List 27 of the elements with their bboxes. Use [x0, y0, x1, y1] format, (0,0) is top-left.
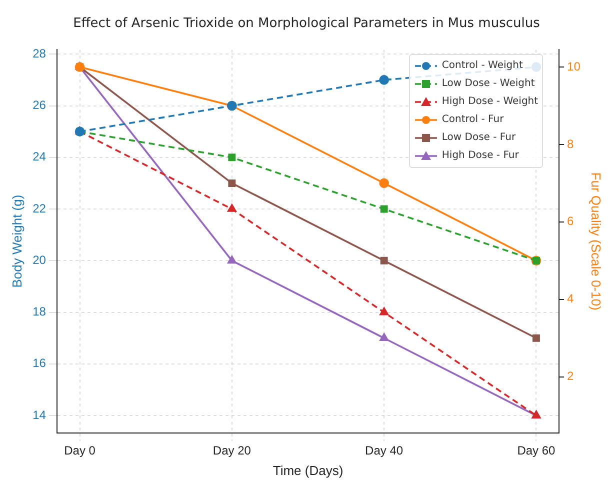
legend-label: Control - Weight	[442, 60, 523, 72]
legend-label: Control - Fur	[442, 114, 504, 126]
legend-label: High Dose - Fur	[442, 150, 519, 162]
y2-tick-label: 8	[567, 136, 574, 151]
x-axis-title: Time (Days)	[272, 462, 344, 478]
y-tick-label: 24	[32, 150, 46, 164]
x-tick-label: Day 60	[517, 444, 556, 458]
chart-title: Effect of Arsenic Trioxide on Morphological Parameters in Mus musculus	[73, 16, 540, 32]
legend-label: Low Dose - Weight	[442, 78, 535, 90]
y-tick-label: 16	[32, 356, 46, 370]
y-tick-label: 20	[32, 252, 46, 267]
legend-label: High Dose - Weight	[442, 96, 538, 108]
y2-tick-label: 6	[567, 214, 574, 228]
y-tick-label: 26	[32, 98, 46, 112]
y2-tick-label: 10	[567, 59, 581, 74]
y-tick-label: 14	[32, 408, 46, 422]
y2-tick-label: 2	[567, 369, 574, 384]
y2-axis-title: Fur Quality (Scale 0-10)	[588, 172, 604, 310]
y-tick-label: 28	[32, 46, 46, 60]
y-axis-title: Body Weight (g)	[9, 194, 24, 288]
legend-label: Low Dose - Fur	[442, 132, 516, 144]
y2-tick-label: 4	[567, 292, 574, 306]
x-tick-label: Day 40	[365, 444, 404, 458]
y-tick-label: 22	[32, 201, 46, 216]
x-tick-label: Day 0	[64, 444, 96, 458]
x-tick-label: Day 20	[212, 444, 252, 458]
y-tick-label: 18	[32, 304, 46, 319]
